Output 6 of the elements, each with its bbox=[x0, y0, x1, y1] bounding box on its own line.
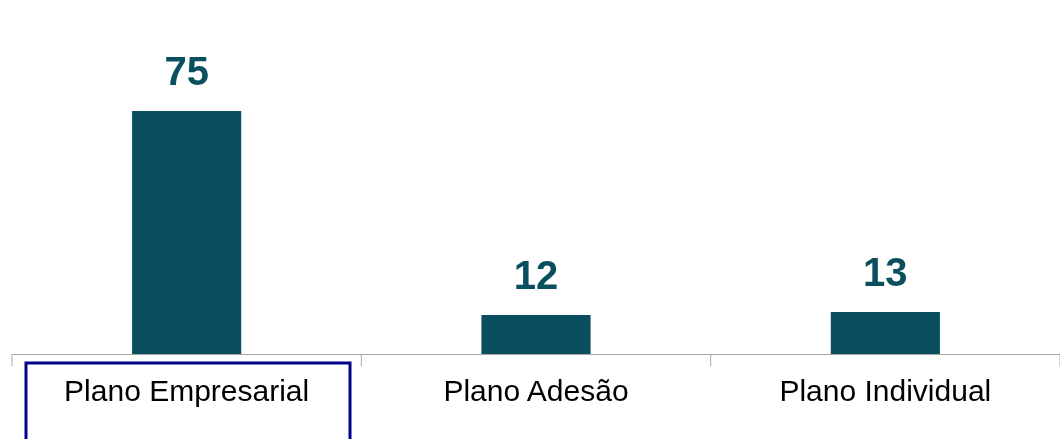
x-tick-label: Plano Adesão bbox=[443, 373, 629, 407]
data-label: 75 bbox=[164, 49, 209, 93]
x-tick-label: Plano Individual bbox=[779, 373, 992, 407]
data-label: 12 bbox=[513, 253, 559, 298]
x-tick-label: Plano Empresarial bbox=[64, 373, 310, 407]
data-label: 13 bbox=[863, 249, 908, 294]
